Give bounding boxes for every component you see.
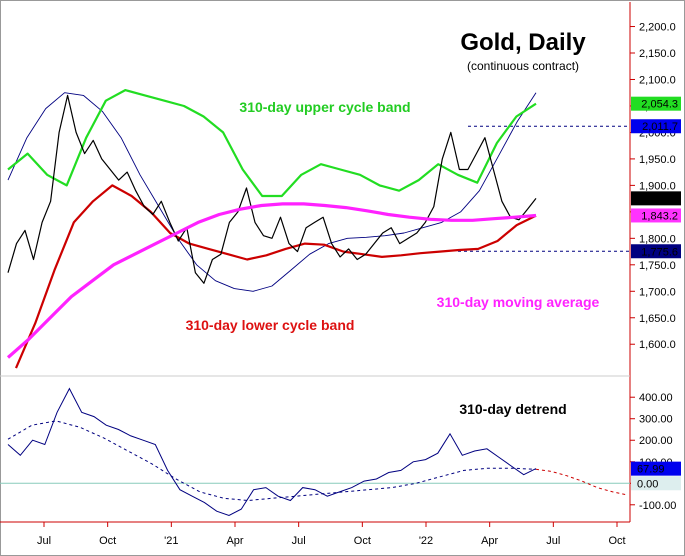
- value-label-box: [631, 119, 681, 134]
- y-tick-label: 2,200.0: [639, 22, 676, 34]
- value-label-text: 2,054.3: [641, 99, 678, 111]
- lower-cycle-band-line: [14, 184, 537, 369]
- y-tick-label: 1,950.0: [639, 154, 676, 166]
- detrend-y-tick-label: 400.00: [639, 392, 673, 404]
- value-label-text: 1,875.5: [641, 193, 678, 205]
- value-label-box: [631, 96, 681, 111]
- lower-band-label: 310-day lower cycle band: [186, 317, 355, 333]
- y-tick-label: 2,100.0: [639, 74, 676, 86]
- value-label-text: 2,011.7: [642, 121, 678, 133]
- detrend-value-label-box: [631, 461, 681, 476]
- detrend-y-tick-label: 300.00: [639, 414, 673, 426]
- x-tick-label: Oct: [608, 535, 625, 547]
- value-label-box: [631, 244, 681, 259]
- detrend-title: 310-day detrend: [459, 401, 566, 417]
- x-tick-label: Jul: [37, 535, 51, 547]
- y-tick-label: 1,750.0: [639, 260, 676, 272]
- value-label-box: [631, 208, 681, 223]
- x-tick-label: '21: [164, 535, 178, 547]
- x-tick-label: Oct: [354, 535, 371, 547]
- detrend-y-tick-label: 200.00: [639, 435, 673, 447]
- moving-average-label: 310-day moving average: [437, 294, 600, 310]
- x-tick-label: Apr: [481, 535, 498, 547]
- chart-subtitle: (continuous contract): [467, 59, 579, 73]
- chart-static-layer: Gold, Daily (continuous contract) 310-da…: [0, 2, 631, 523]
- value-label-box: [631, 191, 681, 206]
- chart-dynamic-layer: 1,600.01,650.01,700.01,750.01,800.01,850…: [0, 22, 681, 547]
- detrend-line: [7, 387, 537, 517]
- upper-band-label: 310-day upper cycle band: [239, 99, 410, 115]
- upper-cycle-band-line: [7, 88, 537, 198]
- x-tick-label: '22: [419, 535, 433, 547]
- y-tick-label: 1,650.0: [639, 313, 676, 325]
- value-label-text: 1,843.2: [641, 210, 678, 222]
- moving-average-line: [6, 202, 537, 359]
- detrend-projection-line: [535, 468, 629, 496]
- y-tick-label: 1,900.0: [639, 180, 676, 192]
- detrend-smoothed-line: [7, 420, 537, 502]
- x-tick-label: Jul: [292, 535, 306, 547]
- y-tick-label: 1,700.0: [639, 286, 676, 298]
- y-tick-label: 1,800.0: [639, 233, 676, 245]
- detrend-value-label-text: 67.99: [637, 464, 665, 476]
- y-tick-label: 2,150.0: [639, 48, 676, 60]
- x-tick-label: Oct: [99, 535, 116, 547]
- detrend-value-label-box: [631, 476, 681, 491]
- y-tick-label: 1,600.0: [639, 339, 676, 351]
- detrend-y-tick-label: -100.00: [639, 500, 676, 512]
- chart-title: Gold, Daily: [460, 29, 586, 56]
- price-line: [7, 94, 537, 284]
- x-tick-label: Jul: [546, 535, 560, 547]
- value-label-text: 1,775.6: [641, 246, 678, 258]
- detrend-value-label-text: 0.00: [637, 478, 658, 490]
- x-tick-label: Apr: [226, 535, 243, 547]
